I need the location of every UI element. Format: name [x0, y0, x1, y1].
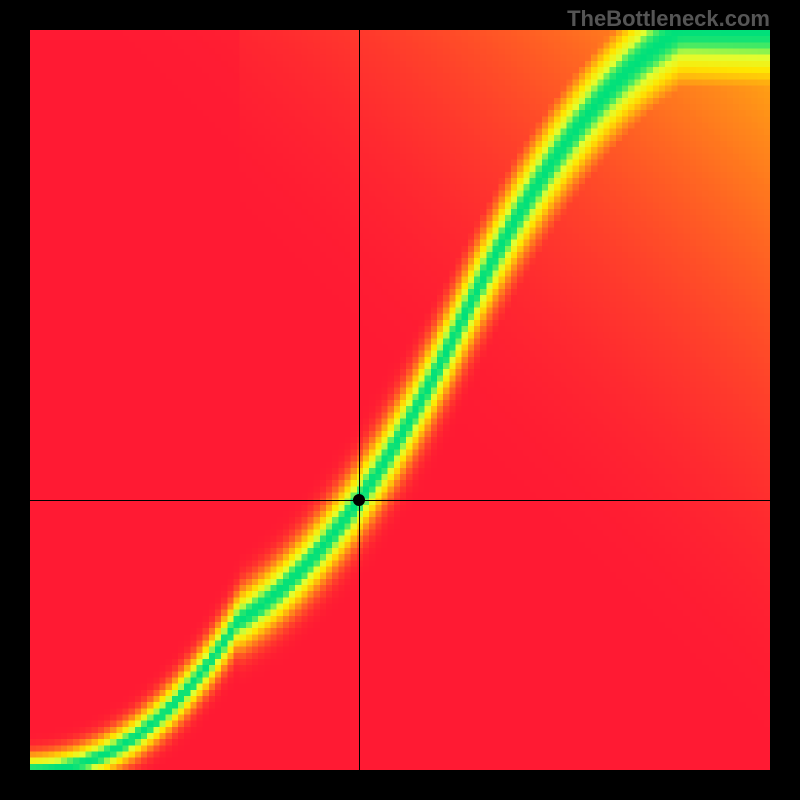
watermark-text: TheBottleneck.com: [567, 6, 770, 32]
heatmap-canvas: [30, 30, 770, 770]
chart-container: { "watermark": "TheBottleneck.com", "cha…: [0, 0, 800, 800]
crosshair-horizontal: [30, 500, 770, 501]
crosshair-vertical: [359, 30, 360, 770]
heatmap-plot: [30, 30, 770, 770]
